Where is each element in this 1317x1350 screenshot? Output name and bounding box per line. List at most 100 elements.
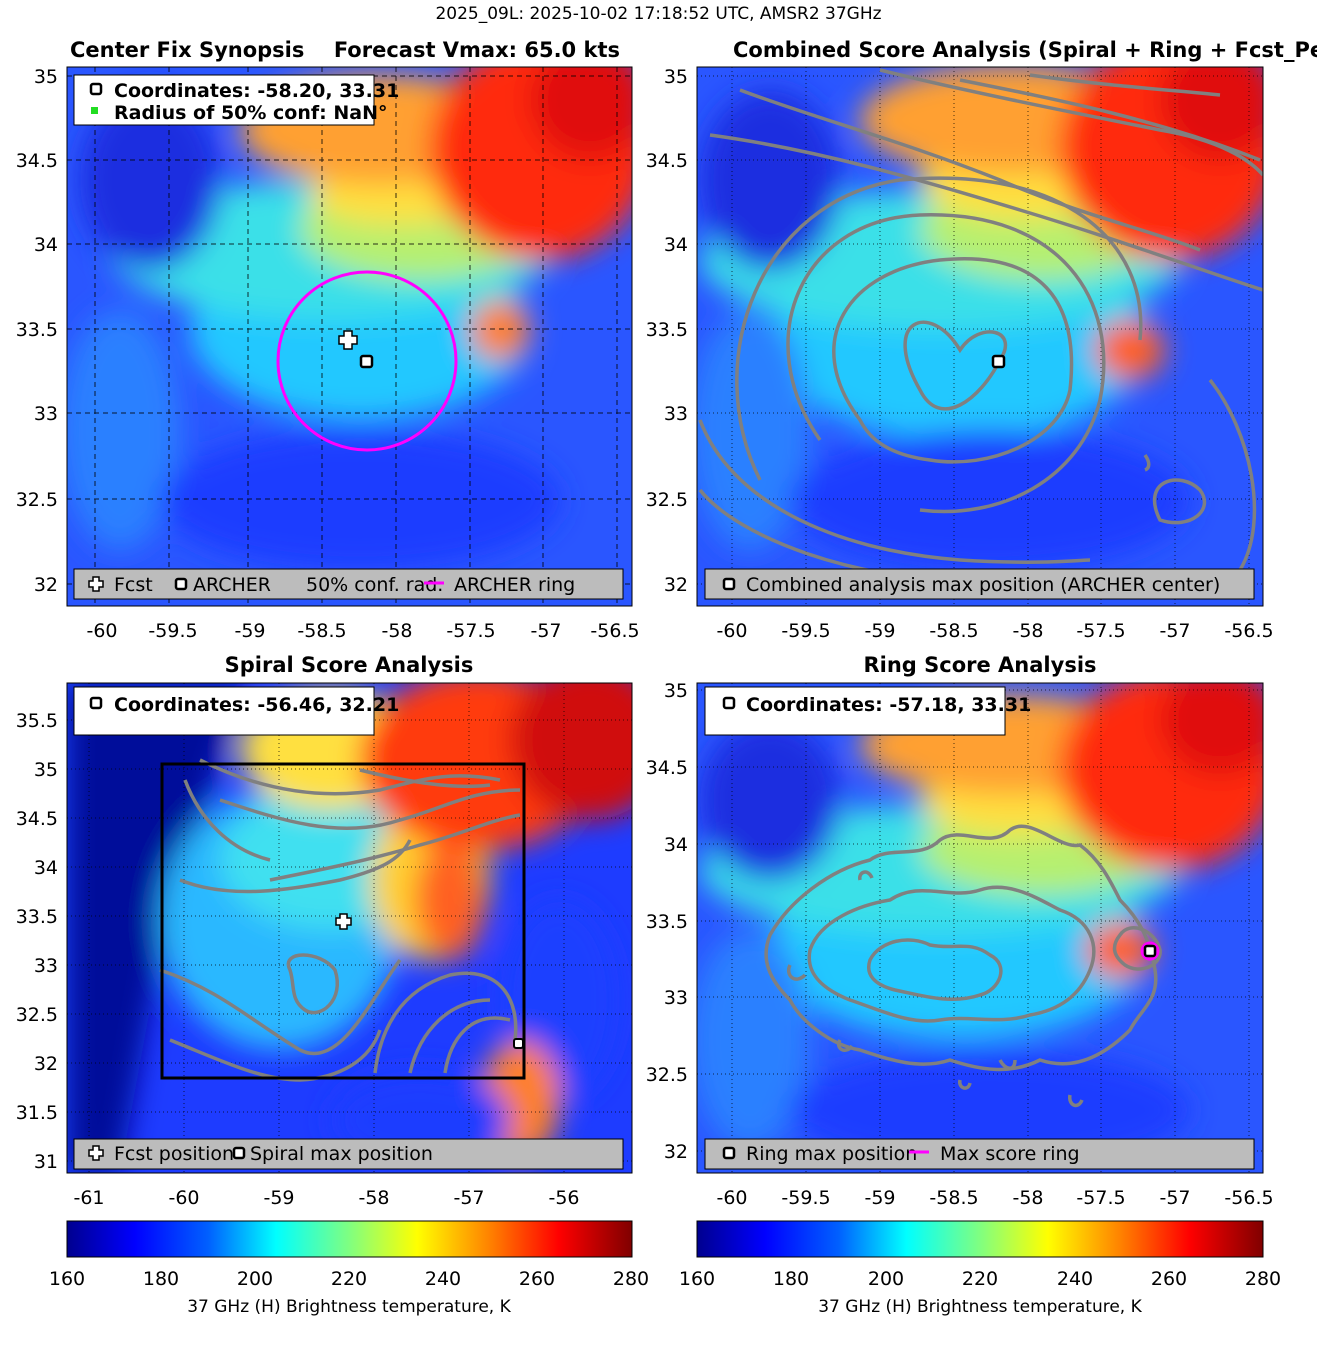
svg-text:34: 34 [34, 857, 58, 879]
colorbar-right-label: 37 GHz (H) Brightness temperature, K [818, 1297, 1142, 1317]
colorbar-left: 160 180 200 220 240 260 280 37 GHz (H) B… [49, 1220, 649, 1317]
svg-text:-57: -57 [1159, 620, 1190, 642]
svg-text:33.5: 33.5 [16, 319, 58, 341]
svg-text:-56.5: -56.5 [1224, 620, 1273, 642]
synopsis-coordinates: Coordinates: -58.20, 33.31 [114, 80, 399, 102]
legend-fcst: Fcst [114, 574, 153, 596]
panel-spiral: Spiral Score Analysis [16, 653, 633, 1209]
svg-text:-58.5: -58.5 [929, 620, 978, 642]
fcst-marker [338, 330, 358, 350]
svg-text:-56: -56 [548, 1187, 579, 1209]
svg-text:-61: -61 [73, 1187, 104, 1209]
svg-text:35: 35 [34, 66, 58, 88]
svg-text:-58: -58 [358, 1187, 389, 1209]
svg-text:-56.5: -56.5 [590, 620, 639, 642]
svg-text:-60: -60 [168, 1187, 199, 1209]
svg-text:160: 160 [49, 1268, 85, 1290]
synopsis-radius: Radius of 50% conf: NaN° [114, 102, 388, 124]
svg-text:32.5: 32.5 [646, 1064, 688, 1086]
svg-text:-58: -58 [1012, 620, 1043, 642]
svg-text:34.5: 34.5 [16, 808, 58, 830]
spiral-legend: Fcst position Spiral max position [73, 1138, 624, 1170]
svg-text:-59: -59 [263, 1187, 294, 1209]
svg-text:34.5: 34.5 [646, 150, 688, 172]
ring-contours [764, 824, 1162, 1108]
svg-text:31: 31 [34, 1151, 58, 1173]
svg-text:33.5: 33.5 [16, 906, 58, 928]
legend-conf-rad: 50% conf. rad. [306, 574, 443, 596]
svg-text:-58: -58 [1012, 1187, 1043, 1209]
svg-text:-58.5: -58.5 [929, 1187, 978, 1209]
panel-synopsis: Center Fix Synopsis Forecast Vmax: 65.0 … [16, 38, 640, 642]
svg-text:32: 32 [34, 1053, 58, 1075]
combined-archer-marker [991, 354, 1006, 369]
svg-text:33: 33 [34, 403, 58, 425]
legend-archer: ARCHER [193, 574, 271, 596]
synopsis-vmax: Forecast Vmax: 65.0 kts [334, 38, 620, 62]
colorbar-left-ticks: 160 180 200 220 240 260 280 [49, 1268, 649, 1290]
svg-text:33: 33 [664, 987, 688, 1009]
ring-yticks: 32 32.5 33 33.5 34 34.5 35 [646, 680, 688, 1163]
svg-text:-57: -57 [1159, 1187, 1190, 1209]
svg-text:-59.5: -59.5 [781, 620, 830, 642]
svg-text:-58: -58 [381, 620, 412, 642]
combined-title: Combined Score Analysis (Spiral + Ring +… [733, 38, 1317, 62]
svg-text:240: 240 [1057, 1268, 1093, 1290]
ring-title: Ring Score Analysis [863, 653, 1096, 677]
colorbar-left-label: 37 GHz (H) Brightness temperature, K [187, 1297, 511, 1317]
svg-text:34: 34 [34, 234, 58, 256]
ring-heatmap: Coordinates: -57.18, 33.31 Ring max posi… [697, 683, 1263, 1173]
spiral-xticks: -61 -60 -59 -58 -57 -56 [73, 1187, 579, 1209]
ring-legend: Ring max position Max score ring [704, 1138, 1255, 1170]
figure-title: 2025_09L: 2025-10-02 17:18:52 UTC, AMSR2… [435, 4, 882, 24]
legend-spiral-max: Spiral max position [250, 1143, 433, 1165]
ring-xticks: -60 -59.5 -59 -58.5 -58 -57.5 -57 -56.5 [716, 1187, 1273, 1209]
synopsis-yticks: 32 32.5 33 33.5 34 34.5 35 [16, 66, 58, 596]
legend-ring-max: Ring max position [746, 1143, 917, 1165]
spiral-contours [159, 758, 521, 1082]
svg-text:32: 32 [34, 574, 58, 596]
svg-text:35: 35 [34, 759, 58, 781]
svg-text:200: 200 [237, 1268, 273, 1290]
ring-coordinates: Coordinates: -57.18, 33.31 [746, 694, 1031, 716]
svg-text:260: 260 [519, 1268, 555, 1290]
svg-text:34: 34 [664, 834, 688, 856]
svg-text:-60: -60 [86, 620, 117, 642]
panel-ring: Ring Score Analysis [646, 653, 1274, 1209]
svg-text:-60: -60 [716, 1187, 747, 1209]
spiral-max-marker [513, 1038, 524, 1049]
combined-yticks: 32 32.5 33 33.5 34 34.5 35 [646, 66, 688, 596]
svg-text:160: 160 [679, 1268, 715, 1290]
svg-text:-60: -60 [716, 620, 747, 642]
svg-text:35.5: 35.5 [16, 710, 58, 732]
svg-text:-59: -59 [234, 620, 265, 642]
combined-heatmap: Combined analysis max position (ARCHER c… [697, 67, 1263, 606]
svg-text:-59: -59 [864, 1187, 895, 1209]
svg-text:34: 34 [664, 234, 688, 256]
svg-text:220: 220 [962, 1268, 998, 1290]
svg-text:-57: -57 [530, 620, 561, 642]
max-score-ring [1140, 941, 1160, 961]
svg-text:32.5: 32.5 [16, 1004, 58, 1026]
svg-text:-56.5: -56.5 [1224, 1187, 1273, 1209]
spiral-heatmap: Coordinates: -56.46, 32.21 Fcst position… [67, 683, 632, 1173]
ring-info-box: Coordinates: -57.18, 33.31 [704, 686, 1031, 736]
colorbar-right: 160 180 200 220 240 260 280 37 GHz (H) B… [679, 1220, 1281, 1317]
svg-text:-57.5: -57.5 [1076, 1187, 1125, 1209]
svg-text:34.5: 34.5 [16, 150, 58, 172]
svg-text:32: 32 [664, 1141, 688, 1163]
svg-text:32.5: 32.5 [646, 489, 688, 511]
legend-archer-ring: ARCHER ring [454, 574, 575, 596]
archer-ring [276, 270, 458, 452]
svg-text:200: 200 [868, 1268, 904, 1290]
spiral-title: Spiral Score Analysis [225, 653, 474, 677]
svg-text:34.5: 34.5 [646, 757, 688, 779]
svg-text:280: 280 [1245, 1268, 1281, 1290]
svg-text:240: 240 [425, 1268, 461, 1290]
legend-fcst-position: Fcst position [114, 1143, 234, 1165]
svg-text:33: 33 [34, 955, 58, 977]
svg-text:33.5: 33.5 [646, 911, 688, 933]
colorbar-right-ticks: 160 180 200 220 240 260 280 [679, 1268, 1281, 1290]
spiral-search-box [160, 762, 526, 1080]
svg-text:32: 32 [664, 574, 688, 596]
